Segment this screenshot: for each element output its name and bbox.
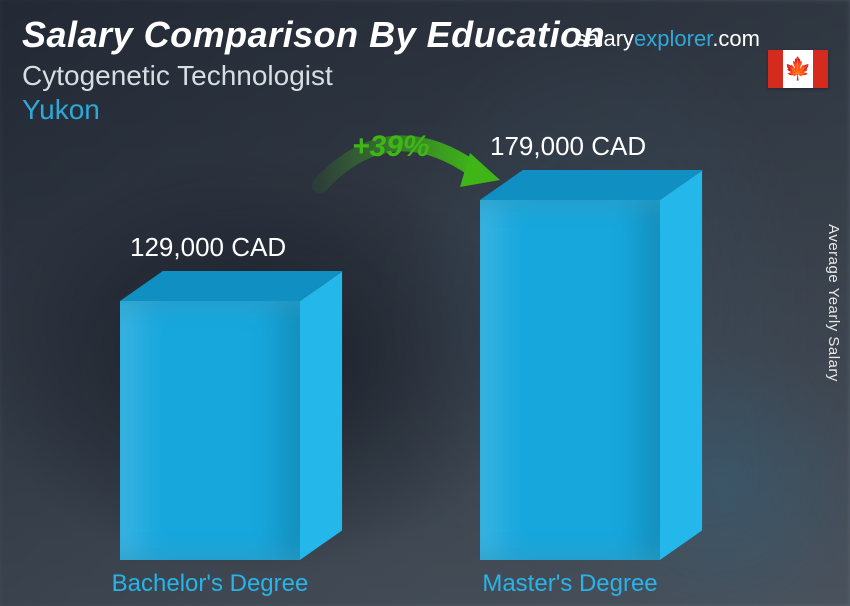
- bar-chart: 129,000 CADBachelor's Degree179,000 CADM…: [0, 0, 850, 606]
- bar-1: [480, 200, 660, 560]
- bar-front: [120, 301, 300, 560]
- bar-front: [480, 200, 660, 560]
- bar-category-label: Bachelor's Degree: [112, 570, 309, 598]
- percent-increase-badge: +39%: [352, 130, 430, 164]
- bar-side: [300, 271, 342, 560]
- bar-side: [660, 171, 702, 560]
- bar-0: [120, 301, 300, 560]
- bar-category-label: Master's Degree: [482, 570, 657, 598]
- bar-value-label: 129,000 CAD: [130, 232, 286, 263]
